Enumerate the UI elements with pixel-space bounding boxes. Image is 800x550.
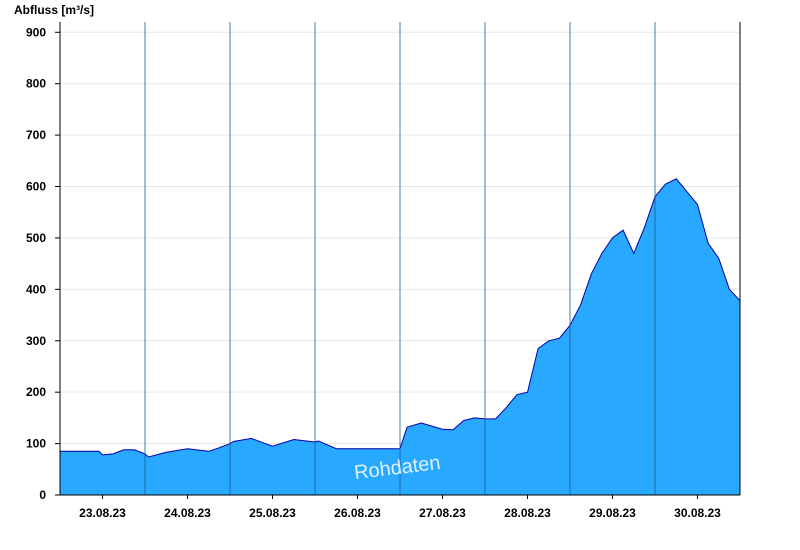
y-tick-label-0: 0 [39, 488, 46, 502]
x-tick-label-4: 27.08.23 [419, 506, 466, 520]
axes [59, 22, 740, 496]
x-tick-label-3: 26.08.23 [334, 506, 381, 520]
y-tick-label-400: 400 [26, 282, 46, 296]
x-tick-label-2: 25.08.23 [249, 506, 296, 520]
y-axis-title: Abfluss [m³/s] [14, 3, 94, 17]
y-tick-label-700: 700 [26, 128, 46, 142]
x-tick-label-0: 23.08.23 [79, 506, 126, 520]
x-tick-label-6: 29.08.23 [589, 506, 636, 520]
y-tick-label-300: 300 [26, 334, 46, 348]
y-tick-label-100: 100 [26, 437, 46, 451]
x-tick-label-7: 30.08.23 [674, 506, 721, 520]
y-tick-label-500: 500 [26, 231, 46, 245]
y-tick-label-800: 800 [26, 77, 46, 91]
discharge-line [60, 178, 741, 458]
y-ticks: 0 100 200 300 400 500 600 700 800 900 [26, 25, 60, 502]
x-tick-label-1: 24.08.23 [164, 506, 211, 520]
day-boundaries [144, 22, 741, 495]
x-ticks: 23.08.23 24.08.23 25.08.23 26.08.23 27.08.23… [79, 495, 721, 520]
y-tick-label-200: 200 [26, 385, 46, 399]
y-tick-label-600: 600 [26, 180, 46, 194]
x-tick-label-5: 28.08.23 [504, 506, 551, 520]
y-tick-label-900: 900 [26, 25, 46, 39]
